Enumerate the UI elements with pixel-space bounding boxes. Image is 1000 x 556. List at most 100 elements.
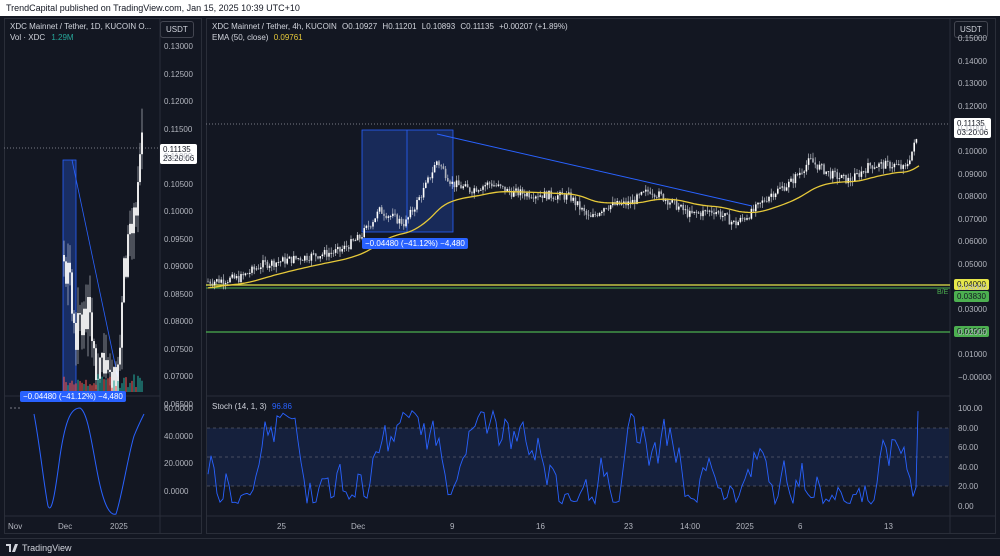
left-candle-body <box>75 322 77 350</box>
left-volume-bar <box>67 385 69 392</box>
candle-body <box>829 171 832 179</box>
candle-body <box>301 260 304 261</box>
candle-body <box>227 282 229 284</box>
candle-body <box>535 196 537 199</box>
main-price-tick: 0.10000 <box>958 147 987 156</box>
candle-body <box>447 178 449 182</box>
candle-body <box>640 192 643 195</box>
measure-box <box>361 129 454 233</box>
left-candle-body <box>133 207 135 234</box>
candle-body <box>697 212 700 214</box>
candle-body <box>574 197 577 206</box>
left-time-tick: Nov <box>8 522 23 531</box>
stoch-label: Stoch (14, 1, 3) <box>212 402 267 411</box>
candle-body <box>282 257 284 262</box>
candle-body <box>334 249 337 253</box>
left-chart-pane[interactable] <box>4 18 202 534</box>
main-ema-legend: EMA (50, close) 0.09761 <box>212 33 303 42</box>
candle-body <box>585 210 588 215</box>
left-volume-bar <box>133 374 135 392</box>
candle-body <box>741 217 744 219</box>
candle-body <box>832 170 834 179</box>
candle-body <box>356 234 359 241</box>
main-time-tick: 6 <box>798 522 803 531</box>
candle-body <box>801 172 803 174</box>
candle-body <box>739 217 742 222</box>
candle-body <box>332 252 335 254</box>
candle-body <box>304 255 306 261</box>
candle-body <box>453 181 456 188</box>
candle-body <box>411 209 414 212</box>
candle-body <box>724 213 726 216</box>
left-volume-bar <box>117 380 119 392</box>
candle-body <box>229 277 231 283</box>
candle-body <box>810 158 812 160</box>
main-price-tick: 0.03000 <box>958 305 987 315</box>
main-price-tick: 0.02000 <box>958 327 987 337</box>
stoch-line <box>207 409 919 506</box>
candle-body <box>889 161 891 169</box>
candle-body <box>216 279 218 282</box>
candle-body <box>436 161 438 165</box>
candle-body <box>319 256 321 259</box>
candle-body <box>713 212 715 215</box>
main-high-label: H <box>382 22 389 31</box>
left-candle-body <box>125 258 127 277</box>
candle-body <box>279 261 282 263</box>
candle-body <box>370 226 372 228</box>
candle-body <box>605 208 607 209</box>
left-price-tick: 0.09500 <box>164 234 193 244</box>
candle-body <box>675 199 678 210</box>
candle-body <box>779 187 781 189</box>
candle-body <box>572 197 574 201</box>
left-candle-body <box>99 357 101 379</box>
main-chart-pane[interactable] <box>206 18 996 534</box>
candle-body <box>876 166 878 168</box>
candle-body <box>471 192 473 194</box>
level-tag-be: B/E <box>937 289 949 296</box>
left-time-tick: 2025 <box>110 522 128 531</box>
main-currency-button[interactable]: USDT <box>954 21 988 38</box>
candle-body <box>838 178 841 179</box>
candle-body <box>909 160 911 165</box>
left-candle-body <box>139 154 141 183</box>
left-candle-body <box>63 255 65 262</box>
candle-body <box>458 180 460 186</box>
candle-body <box>290 256 293 264</box>
left-candle-body <box>117 364 119 392</box>
candle-body <box>484 185 486 187</box>
candle-body <box>374 218 376 223</box>
candle-body <box>579 201 581 210</box>
candle-body <box>403 224 405 227</box>
candle-body <box>295 255 297 259</box>
candle-body <box>286 258 288 264</box>
candle-body <box>477 190 480 192</box>
candle-body <box>669 202 671 205</box>
candle-body <box>323 249 326 255</box>
candle-body <box>691 210 693 213</box>
left-osc-tick: 0.0000 <box>164 486 189 496</box>
candle-body <box>361 237 363 239</box>
left-volume-bar <box>139 377 141 392</box>
candle-body <box>682 204 684 211</box>
candle-body <box>880 162 882 164</box>
ema-line <box>207 165 920 289</box>
candle-body <box>510 191 513 197</box>
left-price-tick: 0.12000 <box>164 97 193 106</box>
left-price-tick: 0.08000 <box>164 317 193 326</box>
candle-body <box>253 266 255 270</box>
main-change-value: +0.00207 (+1.89%) <box>499 22 568 31</box>
candle-body <box>871 165 874 169</box>
candle-body <box>246 273 249 275</box>
candle-body <box>570 192 572 201</box>
left-last-price-tag: 0.11135 23:20:06 <box>160 144 198 164</box>
footer-bar: TradingView <box>0 538 1000 556</box>
candle-body <box>455 180 458 188</box>
left-candle-body <box>135 207 137 216</box>
main-price-tick: 0.12000 <box>958 101 987 111</box>
candle-body <box>717 211 720 213</box>
candle-body <box>642 191 645 193</box>
left-volume-bar <box>63 376 65 392</box>
candle-body <box>209 281 211 284</box>
candle-body <box>862 171 865 173</box>
